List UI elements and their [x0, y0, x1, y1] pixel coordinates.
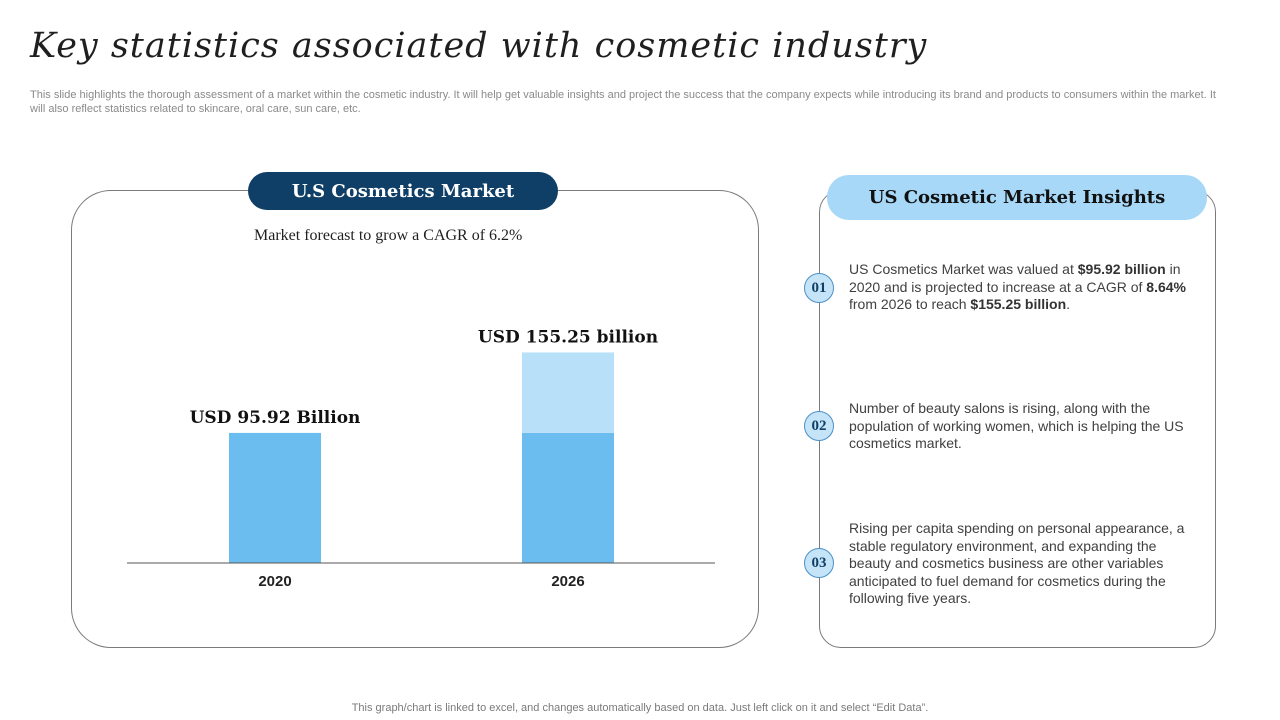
insight-number-badge: 01: [804, 273, 834, 303]
insight-1-part: US Cosmetics Market was valued at: [849, 261, 1078, 277]
data-label-2020: USD 95.92 Billion: [190, 408, 361, 428]
insight-1-part: in 2020 and is projected to increase at …: [849, 261, 1181, 295]
footer-note: This graph/chart is linked to excel, and…: [351, 702, 929, 714]
insights-heading: US Cosmetic Market Insights: [827, 175, 1207, 220]
x-tick-label: 2026: [551, 573, 584, 590]
market-chart-heading: U.S Cosmetics Market: [248, 172, 558, 210]
insight-text-2: Number of beauty salons is rising, along…: [849, 400, 1184, 451]
bar-2020[interactable]: [229, 432, 321, 563]
insight-number-badge: 03: [804, 548, 834, 578]
page-title: Key statistics associated with cosmetic …: [30, 26, 928, 66]
insight-text-1: US Cosmetics Market was valued at $95.92…: [849, 261, 1189, 314]
insight-1-part: from 2026 to reach: [849, 296, 971, 312]
insight-1-part: .: [1066, 296, 1071, 312]
bar-increment-2026[interactable]: [522, 352, 614, 433]
insight-1-value: 8.64%: [1146, 278, 1186, 295]
insight-number-badge: 02: [804, 411, 834, 441]
page-subtitle: This slide highlights the thorough asses…: [30, 89, 1216, 115]
data-label-2026: USD 155.25 billion: [478, 327, 658, 347]
insight-1-value: $155.25 billion: [970, 296, 1067, 312]
bar-2026[interactable]: [522, 432, 614, 563]
chart-caption: Market forecast to grow a CAGR of 6.2%: [254, 227, 523, 244]
insight-1-value: $95.92 billion: [1077, 261, 1166, 277]
insight-text-3: Rising per capita spending on personal a…: [849, 520, 1185, 606]
x-tick-label: 2020: [258, 573, 291, 590]
